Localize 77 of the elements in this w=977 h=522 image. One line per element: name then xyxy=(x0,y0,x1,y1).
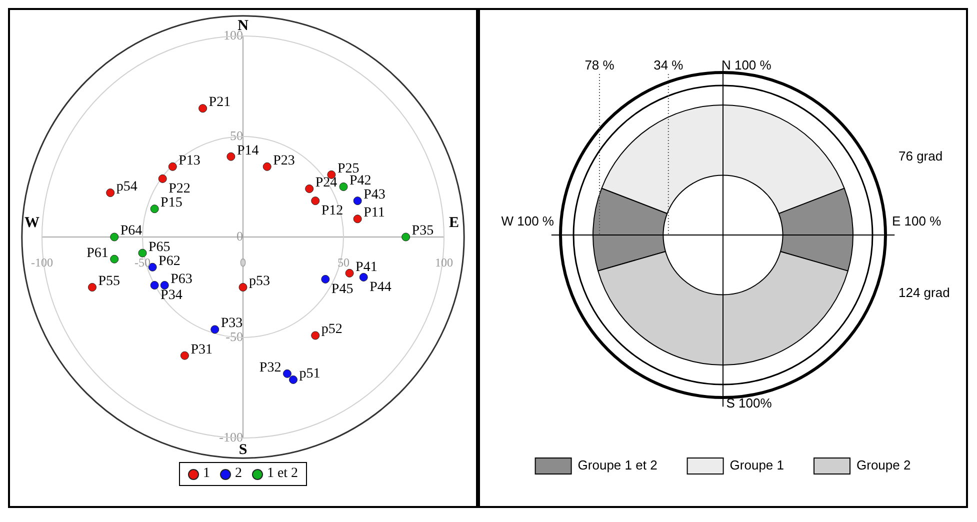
point xyxy=(158,174,167,183)
legend-label: 1 xyxy=(202,466,210,482)
annotation: P23 xyxy=(273,153,295,168)
point xyxy=(339,182,348,191)
annotation: p54 xyxy=(116,179,138,194)
legend-label: Groupe 1 et 2 xyxy=(578,458,658,473)
text: E 100 % xyxy=(892,214,942,229)
annotation: P61 xyxy=(86,246,108,261)
text: S 100% xyxy=(726,396,772,411)
legend-label: 1 et 2 xyxy=(266,466,298,482)
annotation: P34 xyxy=(160,288,182,303)
annotation: P45 xyxy=(331,282,354,297)
point xyxy=(226,152,236,161)
legend-label: Groupe 1 xyxy=(730,458,784,473)
annotation: P55 xyxy=(98,274,120,289)
annotation: P14 xyxy=(236,143,259,158)
annotation: p51 xyxy=(299,366,320,382)
legend-label: Groupe 2 xyxy=(856,458,911,473)
annotation: P31 xyxy=(190,342,213,358)
annotation: p52 xyxy=(321,322,342,338)
text: S xyxy=(238,442,248,458)
annotation: P24 xyxy=(315,175,338,190)
annotation: P62 xyxy=(158,254,180,269)
point xyxy=(138,248,147,258)
point xyxy=(210,325,220,334)
annotation: P44 xyxy=(370,280,392,295)
text: 78 % xyxy=(584,58,615,73)
annotation: P64 xyxy=(120,224,142,239)
annotation: P22 xyxy=(168,181,190,196)
annotation: P15 xyxy=(160,196,182,211)
point xyxy=(238,283,248,292)
annotation: P33 xyxy=(220,316,243,332)
point xyxy=(311,196,320,206)
point xyxy=(305,184,314,194)
point xyxy=(345,268,354,278)
annotation: p53 xyxy=(249,274,270,289)
annotation: P63 xyxy=(170,272,192,287)
point xyxy=(160,280,169,290)
x-tick-label: -100 xyxy=(31,256,53,270)
annotation: P35 xyxy=(412,224,434,239)
annotation: P32 xyxy=(259,360,282,376)
y-tick-label: -50 xyxy=(226,328,243,344)
point xyxy=(88,283,96,292)
point xyxy=(150,280,159,290)
point xyxy=(321,274,330,284)
text: 34 % xyxy=(654,58,684,73)
point xyxy=(180,351,189,360)
text: 124 grad xyxy=(898,285,950,300)
point xyxy=(150,204,159,214)
text: W 100 % xyxy=(501,214,554,229)
x-tick-label: 50 xyxy=(338,256,350,270)
point xyxy=(282,369,292,378)
point xyxy=(359,272,368,282)
point xyxy=(110,232,119,242)
annotation: P65 xyxy=(148,240,170,255)
annotation: P21 xyxy=(208,95,231,110)
point xyxy=(402,232,410,242)
annotation: P41 xyxy=(356,260,378,275)
point xyxy=(168,162,177,171)
x-tick-label: -50 xyxy=(134,256,150,270)
point xyxy=(198,104,208,113)
text: E xyxy=(449,214,460,231)
annotation: P12 xyxy=(321,203,344,218)
point xyxy=(106,188,115,198)
point xyxy=(262,162,272,171)
point xyxy=(110,254,119,264)
annotation: P11 xyxy=(364,206,385,221)
point xyxy=(353,196,362,206)
text: 76 grad xyxy=(898,148,943,164)
x-tick-label: 100 xyxy=(435,256,453,270)
point xyxy=(289,375,298,384)
annotation: P13 xyxy=(178,153,200,168)
point xyxy=(311,331,320,340)
legend-label: 2 xyxy=(234,466,242,482)
annotation: P43 xyxy=(364,187,386,202)
text: W xyxy=(24,214,40,231)
point xyxy=(353,214,362,224)
